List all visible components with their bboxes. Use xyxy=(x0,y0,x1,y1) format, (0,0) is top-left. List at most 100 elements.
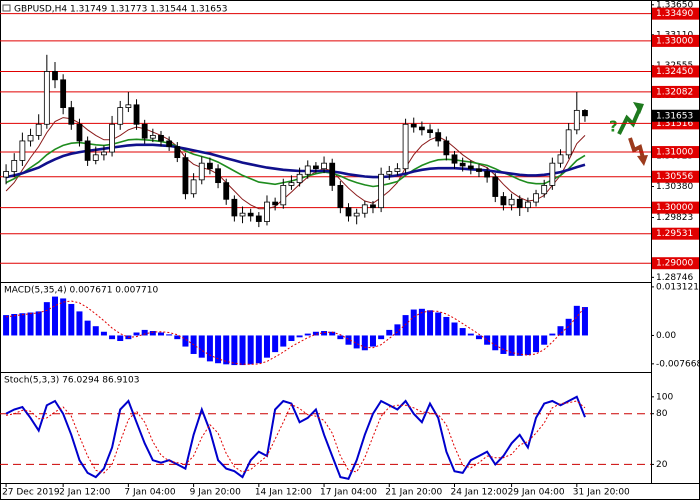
macd-bar xyxy=(475,335,482,340)
candle-body xyxy=(451,154,458,164)
candle-body xyxy=(272,201,279,206)
candle-body xyxy=(215,168,221,184)
y-tick-label: 1.30380 xyxy=(656,182,693,192)
macd-bar xyxy=(410,309,417,336)
macd-bar xyxy=(541,335,548,345)
macd-bar xyxy=(231,335,238,366)
macd-bar xyxy=(321,331,328,336)
level-label: 1.29000 xyxy=(656,259,693,269)
candle-body xyxy=(264,201,270,222)
y-tick-label: 1.29823 xyxy=(656,213,693,223)
macd-bar xyxy=(76,311,83,336)
macd-bar xyxy=(84,320,91,336)
macd-bar xyxy=(524,335,531,356)
level-label: 1.29531 xyxy=(656,229,693,239)
macd-bar xyxy=(35,311,42,336)
candle-body xyxy=(174,146,181,159)
candle-body xyxy=(11,159,18,172)
candle-body xyxy=(182,157,189,195)
y-tick-label: 0.013121 xyxy=(656,282,699,292)
candle-body xyxy=(582,110,588,117)
stoch-line xyxy=(5,395,586,480)
candle-body xyxy=(101,151,107,156)
candle-body xyxy=(313,165,319,170)
candle-body xyxy=(370,204,376,209)
candle-body xyxy=(52,71,58,81)
annotation: ? xyxy=(609,118,618,136)
candle-body xyxy=(345,207,352,217)
macd-bar xyxy=(19,313,26,336)
macd-bar xyxy=(174,335,181,340)
macd-bar xyxy=(43,302,50,336)
level-box xyxy=(652,65,699,78)
symbol-icon xyxy=(2,4,11,12)
candle-body xyxy=(117,107,124,125)
macd-bar xyxy=(435,312,442,336)
macd-bar xyxy=(27,312,34,336)
macd-bar xyxy=(255,335,262,364)
x-tick-label: 24 Jan 12:00 xyxy=(451,488,508,498)
macd-bar xyxy=(68,303,75,336)
macd-bar xyxy=(565,318,572,336)
candle-body xyxy=(27,134,34,142)
candle-body xyxy=(158,134,164,142)
x-tick-label: 7 Jan 04:00 xyxy=(124,488,176,498)
macd-bar xyxy=(500,335,507,354)
macd-bar xyxy=(280,335,287,347)
macd-bar xyxy=(296,335,303,338)
candle-body xyxy=(459,162,466,167)
level-box xyxy=(652,85,699,98)
x-tick-label: 27 Dec 2019 xyxy=(2,488,60,498)
candle-body xyxy=(166,140,173,147)
macd-bar xyxy=(117,335,124,342)
candle-body xyxy=(43,71,50,125)
macd-bar xyxy=(581,307,588,336)
price-label: 1.31653 xyxy=(656,111,693,121)
candle-body xyxy=(125,104,132,108)
x-tick-label: 29 Jan 04:00 xyxy=(508,488,565,498)
macd-bar xyxy=(533,335,540,353)
level-box xyxy=(652,227,699,240)
candle-body xyxy=(198,162,205,181)
y-tick-label: 100 xyxy=(656,392,673,402)
macd-bar xyxy=(329,331,336,336)
candle-body xyxy=(402,123,409,170)
y-tick-label: 80 xyxy=(656,409,668,419)
candle-body xyxy=(410,123,417,128)
x-tick-label: 17 Jan 04:00 xyxy=(320,488,377,498)
macd-bar xyxy=(272,335,279,353)
candle-body xyxy=(92,154,99,161)
level-box xyxy=(652,7,699,20)
y-tick-label: 0.00 xyxy=(656,331,676,341)
x-tick-label: 2 Jan 12:00 xyxy=(59,488,111,498)
level-box xyxy=(652,201,699,214)
macd-bar xyxy=(206,335,213,362)
macd-bar xyxy=(508,335,515,356)
macd-bar xyxy=(3,315,10,336)
x-tick-label: 31 Jan 20:00 xyxy=(573,488,630,498)
candle-body xyxy=(3,171,9,178)
macd-bar xyxy=(11,313,18,336)
macd-bar xyxy=(223,335,230,365)
candle-body xyxy=(321,162,327,170)
candle-body xyxy=(476,168,482,172)
chart-title: GBPUSD,H4 1.31749 1.31773 1.31544 1.3165… xyxy=(14,5,227,15)
candle-body xyxy=(467,165,474,170)
candle-body xyxy=(361,204,368,214)
y-tick-label: -0.007668 xyxy=(656,359,700,369)
candle-body xyxy=(76,123,83,142)
x-tick-label: 21 Jan 20:00 xyxy=(385,488,442,498)
macd-bar xyxy=(141,329,148,336)
candle-body xyxy=(304,165,311,175)
candle-body xyxy=(223,182,230,200)
y-tick-label: 1.33650 xyxy=(656,0,693,10)
candle-body xyxy=(386,171,393,175)
candle-body xyxy=(484,171,491,178)
candle-body xyxy=(60,79,67,108)
macd-bar xyxy=(459,328,466,336)
level-label: 1.32082 xyxy=(656,87,693,97)
candle-body xyxy=(557,154,564,164)
macd-bar xyxy=(304,333,311,336)
macd-bar xyxy=(557,326,564,336)
